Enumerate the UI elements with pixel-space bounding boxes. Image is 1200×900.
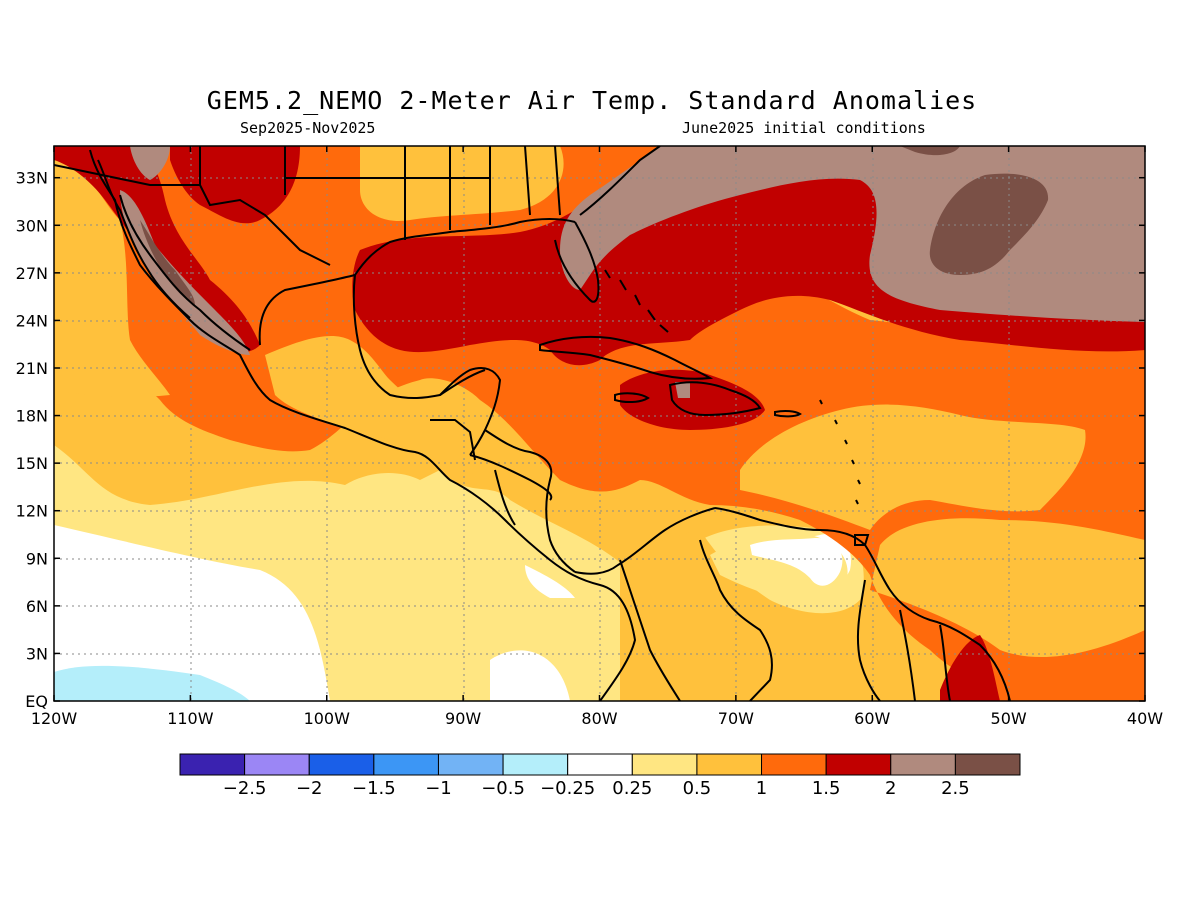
lon-label: 100W xyxy=(304,709,351,728)
anomaly-field-2-2.5-haiti xyxy=(675,382,690,398)
lon-label: 80W xyxy=(581,709,617,728)
lat-label: 21N xyxy=(16,359,48,378)
colorbar-swatch xyxy=(890,753,956,776)
anomaly-field-near-zero xyxy=(54,525,330,701)
anomaly-field-0.5-1-gulf xyxy=(265,335,500,475)
lat-label: 15N xyxy=(16,454,48,473)
anomaly-field-above-2.5-mexico xyxy=(140,220,195,305)
colorbar-swatch xyxy=(631,753,698,776)
colorbar-swatch xyxy=(244,753,310,776)
colorbar-label: −0.25 xyxy=(540,778,595,799)
colorbar-swatch xyxy=(179,753,246,776)
anomaly-field-near-zero-coast xyxy=(525,565,575,598)
colorbar-swatch xyxy=(308,753,375,776)
lon-label: 60W xyxy=(854,709,890,728)
colorbar-swatch xyxy=(567,753,633,776)
anomaly-field-above-2.5 xyxy=(929,173,1049,275)
lon-label: 120W xyxy=(31,709,78,728)
anomaly-field-above-2.5-north xyxy=(900,146,960,156)
colorbar-swatch xyxy=(954,753,1021,776)
lat-label: 30N xyxy=(16,216,48,235)
longitude-labels: 120W 110W 100W 90W 80W 70W 60W 50W 40W xyxy=(31,709,1163,728)
anomaly-field-near-zero-venezuela-2 xyxy=(750,537,843,586)
lon-label: 40W xyxy=(1127,709,1163,728)
colorbar-label: 0.5 xyxy=(683,778,712,799)
latitude-labels: EQ 3N 6N 9N 12N 15N 18N 21N 24N 27N 30N 33N xyxy=(16,169,48,711)
colorbar-swatch xyxy=(502,753,569,776)
colorbar-label: −2 xyxy=(296,778,323,799)
anomaly-field-2-2.5-north xyxy=(130,146,170,180)
colorbar-label: 1 xyxy=(756,778,767,799)
colorbar-label: −2.5 xyxy=(223,778,267,799)
colorbar-swatch xyxy=(373,753,439,776)
anomaly-field-negative xyxy=(54,665,250,701)
anomaly-field-1.5-2-hispaniola xyxy=(620,369,765,430)
anomaly-field-0.5-1-lesser-antilles xyxy=(740,404,1086,530)
colorbar-label: −1 xyxy=(425,778,452,799)
colorbar-labels: −2.5 −2 −1.5 −1 −0.5 −0.25 0.25 0.5 1 1.5 2 2.5 xyxy=(223,778,970,799)
lon-label: 110W xyxy=(167,709,214,728)
lat-label: 33N xyxy=(16,169,48,188)
colorbar-label: 2 xyxy=(885,778,896,799)
colorbar-swatch xyxy=(825,753,892,776)
colorbar-swatch xyxy=(761,753,827,776)
colorbar-swatch xyxy=(437,753,504,776)
map-title: GEM5.2_NEMO 2-Meter Air Temp. Standard A… xyxy=(206,86,978,115)
colorbar-label: 0.25 xyxy=(612,778,652,799)
anomaly-field-0.5-1-us xyxy=(360,146,564,221)
lat-label: 12N xyxy=(16,502,48,521)
grid-lines xyxy=(54,146,1145,701)
anomaly-field-2-2.5-mexico xyxy=(120,190,250,355)
colorbar-label: 1.5 xyxy=(812,778,841,799)
lat-label: 6N xyxy=(26,597,48,616)
lon-label: 90W xyxy=(445,709,481,728)
anomaly-field-0.5-1-mexico xyxy=(54,158,170,398)
forecast-period: Sep2025-Nov2025 xyxy=(240,119,376,137)
land-outlines xyxy=(54,146,1011,701)
anomaly-field-0.5-1-venezuela xyxy=(620,530,930,701)
lat-label: 27N xyxy=(16,264,48,283)
anomaly-field-1.5-2-north xyxy=(170,146,300,224)
colorbar-label: −1.5 xyxy=(352,778,396,799)
colorbar-swatch xyxy=(696,753,763,776)
lat-label: 18N xyxy=(16,407,48,426)
lat-label: 3N xyxy=(26,644,48,663)
lat-label: 24N xyxy=(16,311,48,330)
lon-label: 70W xyxy=(718,709,754,728)
lat-label: EQ xyxy=(25,692,48,711)
lon-label: 50W xyxy=(991,709,1027,728)
anomaly-field-near-zero-east-pacific xyxy=(490,650,570,701)
lat-label: 9N xyxy=(26,549,48,568)
colorbar-label: 2.5 xyxy=(941,778,970,799)
colorbar-label: −0.5 xyxy=(481,778,525,799)
initial-conditions: June2025 initial conditions xyxy=(682,119,926,137)
axis-ticks xyxy=(53,146,1146,702)
colorbar xyxy=(179,753,1021,776)
